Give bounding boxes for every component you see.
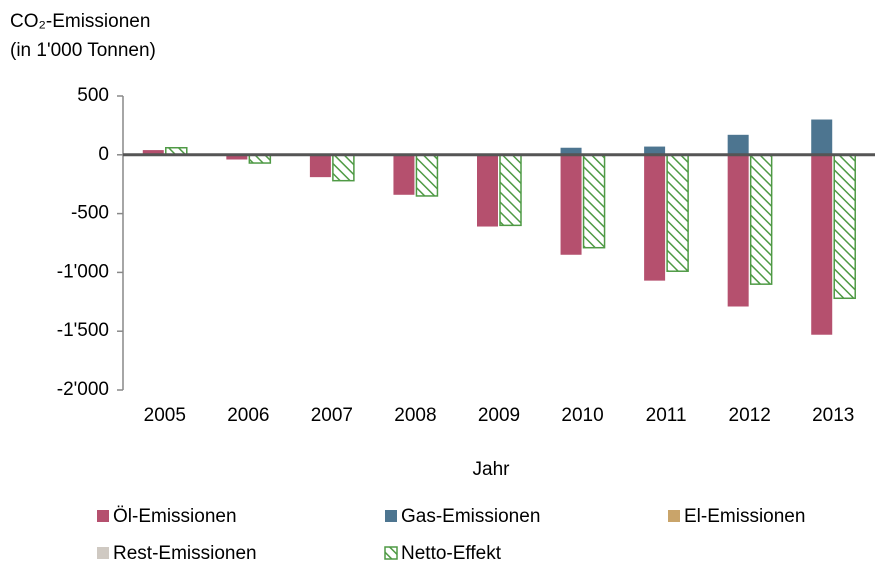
y-axis-label: CO₂-Emissionen xyxy=(10,11,150,32)
bar xyxy=(332,154,355,182)
y-tick-label: -2'000 xyxy=(57,379,109,400)
bar xyxy=(477,154,498,227)
x-tick-label: 2013 xyxy=(812,405,854,426)
bar xyxy=(644,146,666,155)
y-tick-label: -500 xyxy=(71,203,109,224)
bar xyxy=(582,154,606,249)
x-tick-label: 2009 xyxy=(478,405,520,426)
legend-label: Netto-Effekt xyxy=(401,543,502,564)
x-tick-label: 2005 xyxy=(144,405,186,426)
legend-label: Öl-Emissionen xyxy=(113,506,237,527)
y-axis-label: (in 1'000 Tonnen) xyxy=(10,40,156,61)
bar xyxy=(666,154,689,272)
bar xyxy=(393,154,415,195)
legend-label: El-Emissionen xyxy=(684,506,805,527)
bar xyxy=(749,154,773,285)
x-tick-label: 2012 xyxy=(729,405,771,426)
y-tick-label: -1'000 xyxy=(57,261,109,282)
x-tick-label: 2008 xyxy=(394,405,436,426)
bar xyxy=(142,150,164,155)
legend-marker xyxy=(384,546,398,560)
bar xyxy=(727,134,749,155)
bar xyxy=(560,154,582,255)
y-tick-label: 500 xyxy=(77,85,109,106)
legend-marker xyxy=(97,547,109,559)
x-tick-label: 2007 xyxy=(311,405,353,426)
legend-label: Rest-Emissionen xyxy=(113,543,257,564)
legend-marker xyxy=(668,510,680,522)
x-tick-label: 2010 xyxy=(561,405,603,426)
x-axis-label: Jahr xyxy=(473,459,511,480)
bar xyxy=(644,154,666,281)
bar xyxy=(309,154,331,178)
x-tick-label: 2006 xyxy=(227,405,269,426)
x-tick-label: 2011 xyxy=(646,405,687,426)
legend-marker xyxy=(385,510,397,522)
bar xyxy=(415,154,439,197)
bar xyxy=(560,147,582,155)
bar xyxy=(811,119,833,155)
bar xyxy=(226,154,248,160)
bar xyxy=(727,154,749,307)
legend-label: Gas-Emissionen xyxy=(401,506,540,527)
bar xyxy=(833,154,856,300)
bar xyxy=(499,154,522,227)
y-tick-label: -1'500 xyxy=(57,320,109,341)
legend-marker xyxy=(97,510,109,522)
y-tick-label: 0 xyxy=(98,144,109,165)
bar xyxy=(811,154,833,335)
